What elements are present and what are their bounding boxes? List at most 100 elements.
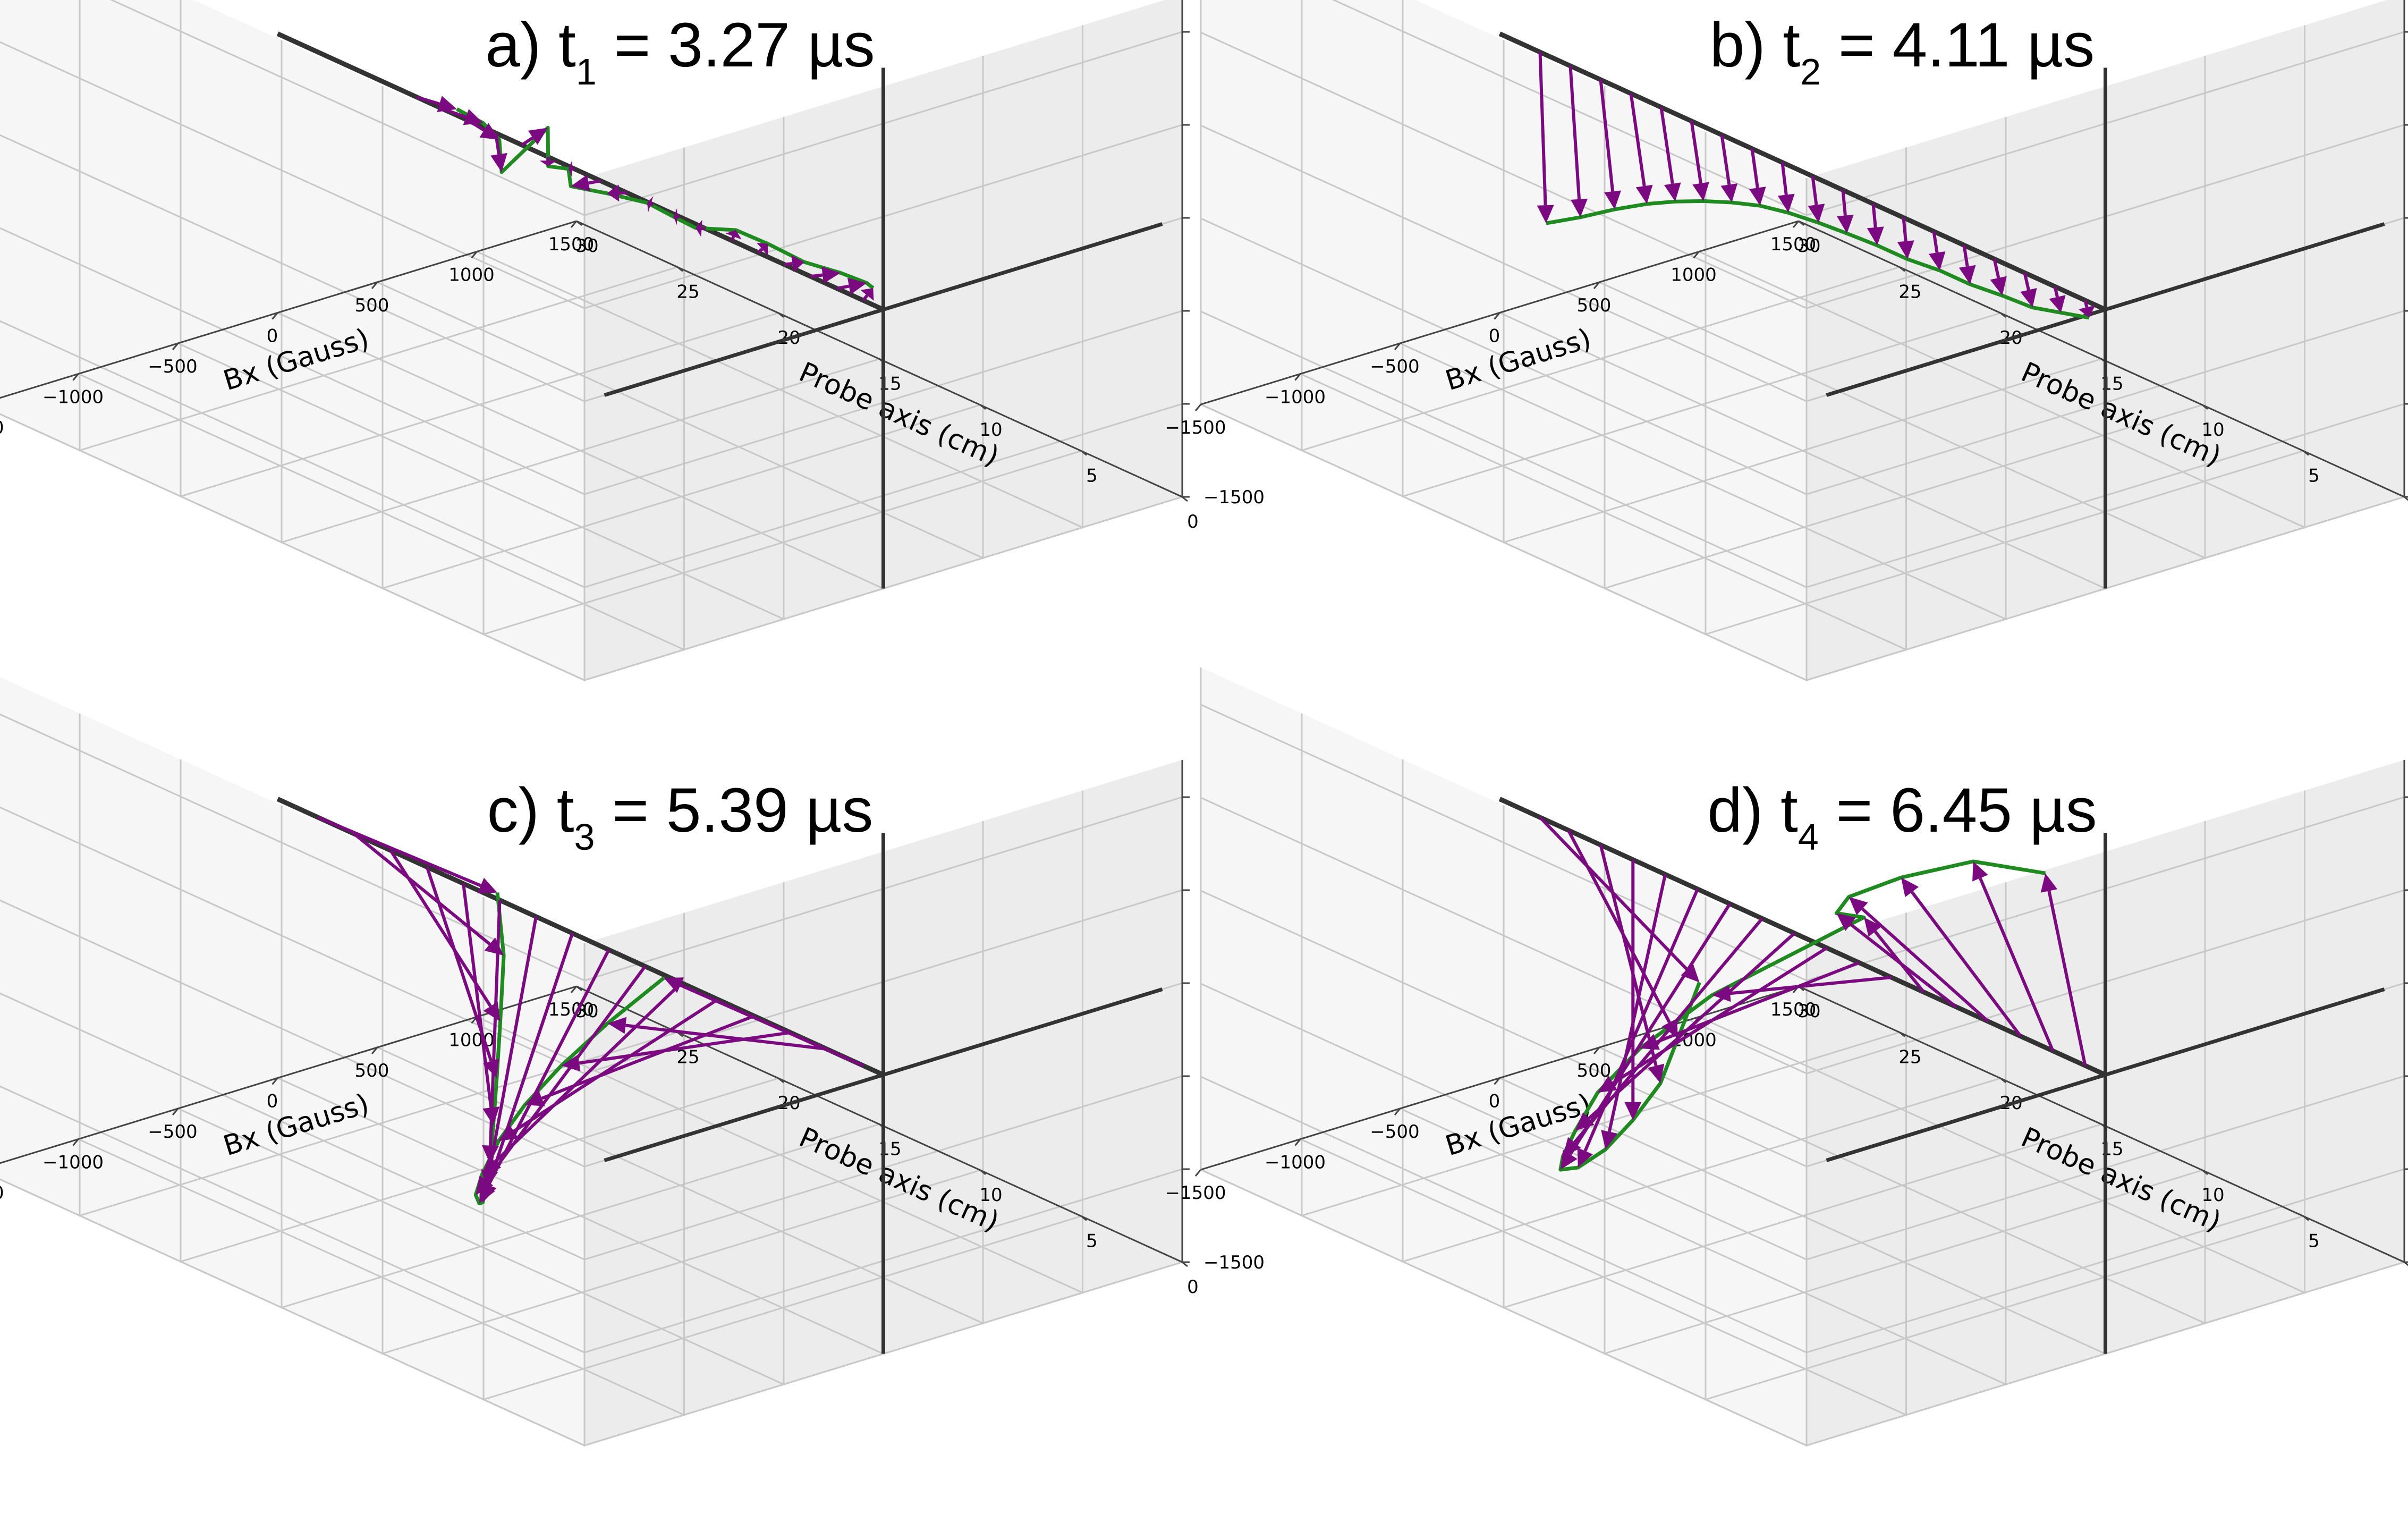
field-arrow-head <box>1662 1018 1678 1039</box>
field-arrow-head <box>1901 877 1919 898</box>
field-arrow-head <box>1864 917 1882 937</box>
field-arrow-head <box>607 1017 627 1034</box>
field-arrow-head <box>571 174 590 192</box>
x-tick-mark <box>576 985 582 992</box>
field-arrow-head <box>664 977 684 993</box>
field-arrow-shaft <box>1568 903 1732 1155</box>
y-tick-mark <box>172 1108 179 1115</box>
field-arrow-head <box>1601 1130 1618 1149</box>
x-tick-mark <box>980 1169 986 1176</box>
field-arrow-head <box>480 1182 497 1203</box>
gridline-z <box>0 806 1183 1075</box>
gridline-z <box>0 320 1183 588</box>
field-arrow-shaft <box>1659 107 1674 184</box>
x-tick-label: 10 <box>2201 419 2224 441</box>
field-arrow-head <box>756 242 768 256</box>
field-arrow-shaft <box>1979 877 2055 1052</box>
y-tick-label: −500 <box>148 356 197 377</box>
field-arrow-shaft <box>494 982 683 1163</box>
field-arrow-head <box>1867 226 1884 246</box>
gridlines <box>1200 667 2405 1447</box>
panel-title-subscript: 2 <box>1800 51 1821 92</box>
panel-title-value: = 6.45 µs <box>1819 775 2097 845</box>
field-arrow-shaft <box>1588 932 1796 1120</box>
y-tick-label: −500 <box>148 1121 197 1143</box>
field-arrow-shaft <box>1932 231 1939 253</box>
field-tip-curve <box>473 892 665 1205</box>
y-tick-mark <box>1792 221 1800 228</box>
field-arrows <box>317 816 864 1204</box>
field-arrow-head <box>1712 985 1731 1002</box>
field-arrow-head <box>696 219 702 237</box>
panel-title-subscript: 4 <box>1798 816 1819 858</box>
y-tick-mark <box>1693 251 1700 259</box>
field-arrow-shaft <box>425 866 493 1062</box>
y-tick-mark <box>570 986 578 993</box>
gridline-z <box>1200 704 2405 982</box>
field-arrow-head <box>437 96 457 112</box>
gridline-z <box>1200 217 2405 495</box>
gridline-z <box>0 413 1183 681</box>
field-arrows <box>1539 816 2087 1170</box>
x-tick-mark <box>677 266 683 272</box>
field-arrow-head <box>1836 913 1856 931</box>
y-tick-label: 1500 <box>548 234 595 255</box>
field-arrow-shaft <box>836 284 850 290</box>
x-tick-label: 10 <box>2201 1185 2224 1206</box>
y-tick-mark <box>1294 1138 1301 1146</box>
field-arrow-head <box>725 230 742 240</box>
field-arrow-head <box>539 160 557 166</box>
gridline-z <box>0 1178 1183 1447</box>
y-tick-label: −1000 <box>1265 1152 1326 1173</box>
field-arrow-shaft <box>2023 272 2030 291</box>
field-arrow-head <box>860 288 874 301</box>
field-arrow-shaft <box>1992 258 2000 278</box>
field-arrow-head <box>1958 265 1976 284</box>
field-arrow-shaft <box>486 949 611 1188</box>
field-arrow-head <box>791 255 804 272</box>
field-arrow-head <box>607 184 620 202</box>
x-tick-mark <box>980 404 986 410</box>
x-tick-label: 0 <box>1187 511 1199 532</box>
field-arrow-shaft <box>1861 908 1990 1023</box>
panel-title-prefix: b) t <box>1710 10 1801 80</box>
gridline-z <box>1200 983 2405 1261</box>
x-tick-label: 5 <box>2308 466 2320 487</box>
x-tick-label: 5 <box>1086 466 1098 487</box>
field-arrow-head <box>2020 288 2037 308</box>
field-arrows <box>1537 52 2096 318</box>
field-arrow-shaft <box>2083 300 2089 308</box>
x-tick-mark <box>1798 220 1804 226</box>
field-arrow-shaft <box>625 1024 827 1051</box>
z-tick-label: −1500 <box>1203 487 1265 508</box>
x-tick-label: 30 <box>575 235 598 257</box>
x-tick-label: 10 <box>979 1185 1002 1206</box>
panel-title: d) t4 = 6.45 µs <box>1707 775 2097 858</box>
panel-title-prefix: a) t <box>485 10 576 80</box>
field-arrow-head <box>647 196 654 213</box>
x-tick-mark <box>778 1077 784 1084</box>
x-tick-mark <box>1081 450 1087 456</box>
y-tick-label: −500 <box>1370 356 1419 377</box>
field-arrow-head <box>847 277 867 295</box>
field-arrow-head <box>1635 184 1653 204</box>
x-tick-label: 25 <box>1898 282 1921 303</box>
field-arrow-head <box>1990 276 2007 296</box>
field-arrow-shaft <box>680 984 864 1067</box>
field-arrow-head <box>1972 861 1988 882</box>
field-arrow-shaft <box>1873 930 1925 993</box>
y-tick-label: −500 <box>1370 1121 1419 1143</box>
field-arrow-head <box>1928 251 1946 270</box>
panel-title: b) t2 = 4.11 µs <box>1710 10 2095 92</box>
panel-title: c) t3 = 5.39 µs <box>487 775 874 858</box>
field-arrow-shaft <box>1599 844 1658 1067</box>
field-arrow-shaft <box>488 916 538 1171</box>
field-arrow-shaft <box>353 832 491 945</box>
panel-title-subscript: 3 <box>574 816 595 858</box>
field-arrow-shaft <box>579 1030 791 1065</box>
panel-title-prefix: c) t <box>487 775 574 845</box>
field-arrow-head <box>490 153 507 172</box>
field-arrow-head <box>1749 187 1766 206</box>
field-arrow-head <box>484 937 504 956</box>
panel-title-subscript: 1 <box>576 51 597 92</box>
